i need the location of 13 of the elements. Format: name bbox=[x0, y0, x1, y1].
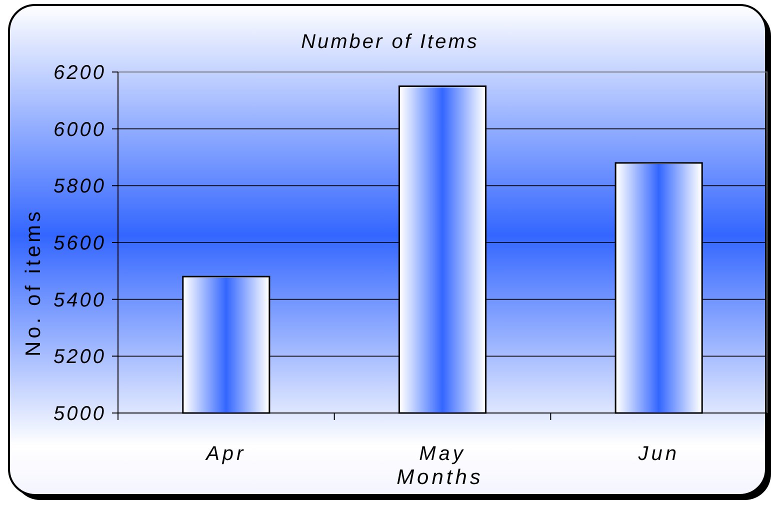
chart-title: Number of Items bbox=[301, 31, 479, 53]
x-axis-title: Months bbox=[396, 466, 484, 489]
y-tick-label: 6200 bbox=[54, 62, 106, 84]
y-tick-label: 5800 bbox=[54, 176, 106, 198]
x-tick-label: May bbox=[419, 443, 466, 465]
x-tick-label: Apr bbox=[205, 443, 246, 465]
y-tick-label: 5000 bbox=[54, 403, 106, 425]
y-tick-label: 6000 bbox=[54, 118, 106, 141]
y-tick-label: 5600 bbox=[54, 232, 106, 254]
y-tick-label: 5400 bbox=[54, 289, 106, 312]
y-axis-title: No. of items bbox=[22, 208, 45, 357]
x-tick-label: Jun bbox=[637, 443, 680, 465]
y-tick-label: 5200 bbox=[54, 346, 106, 368]
